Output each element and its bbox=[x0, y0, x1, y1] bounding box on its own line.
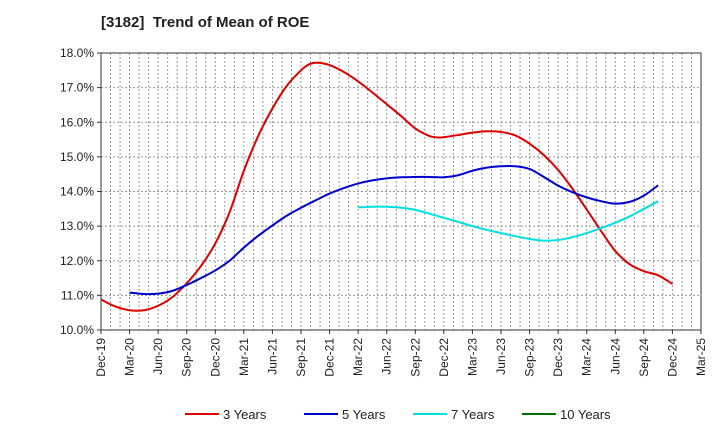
x-tick-label: Dec-22 bbox=[437, 338, 451, 377]
x-tick-label: Mar-21 bbox=[237, 338, 251, 376]
legend: 3 Years 5 Years 7 Years 10 Years bbox=[185, 407, 611, 422]
x-tick-label: Jun-21 bbox=[265, 338, 279, 375]
x-tick-label: Dec-21 bbox=[323, 338, 337, 377]
x-tick-label: Sep-22 bbox=[408, 338, 422, 377]
x-tick-label: Mar-24 bbox=[580, 338, 594, 376]
y-tick-label: 16.0% bbox=[60, 115, 94, 129]
y-tick-label: 13.0% bbox=[60, 219, 94, 233]
y-tick-label: 17.0% bbox=[60, 81, 94, 95]
y-tick-label: 11.0% bbox=[61, 288, 94, 302]
x-tick-label: Dec-24 bbox=[665, 338, 679, 377]
x-tick-label: Dec-19 bbox=[94, 338, 108, 377]
x-tick-label: Sep-23 bbox=[523, 338, 537, 377]
y-tick-label: 18.0% bbox=[60, 46, 94, 60]
x-tick-label: Jun-22 bbox=[380, 338, 394, 375]
x-tick-label: Mar-22 bbox=[351, 338, 365, 376]
y-tick-label: 15.0% bbox=[60, 150, 94, 164]
x-tick-label: Mar-20 bbox=[123, 338, 137, 376]
chart-title: [3182] Trend of Mean of ROE bbox=[101, 14, 310, 31]
series-line-2 bbox=[129, 164, 659, 296]
legend-label-3: 7 Years bbox=[451, 407, 495, 422]
x-tick-label: Jun-24 bbox=[608, 338, 622, 375]
series-lines bbox=[100, 61, 673, 312]
x-tick-label: Sep-21 bbox=[294, 338, 308, 377]
legend-label-1: 3 Years bbox=[223, 407, 267, 422]
grid-lines bbox=[101, 53, 701, 330]
y-tick-label: 12.0% bbox=[60, 254, 94, 268]
plot-frame bbox=[100, 52, 702, 331]
x-tick-label: Dec-23 bbox=[551, 338, 565, 377]
legend-label-2: 5 Years bbox=[342, 407, 386, 422]
x-tick-label: Sep-24 bbox=[637, 338, 651, 377]
x-tick-label: Jun-23 bbox=[494, 338, 508, 375]
x-tick-label: Jun-20 bbox=[151, 338, 165, 375]
series-line-3 bbox=[358, 200, 659, 242]
x-tick-label: Mar-25 bbox=[694, 338, 708, 376]
x-tick-label: Dec-20 bbox=[208, 338, 222, 377]
x-tick-label: Mar-23 bbox=[465, 338, 479, 376]
legend-label-4: 10 Years bbox=[560, 407, 611, 422]
x-tick-label: Sep-20 bbox=[180, 338, 194, 377]
axes: 10.0% 11.0% 12.0% 13.0% 14.0% 15.0% 16.0% 17.0%… bbox=[60, 46, 708, 377]
series-line-1 bbox=[100, 61, 673, 312]
y-tick-label: 10.0% bbox=[60, 323, 94, 337]
y-tick-label: 14.0% bbox=[60, 185, 94, 199]
